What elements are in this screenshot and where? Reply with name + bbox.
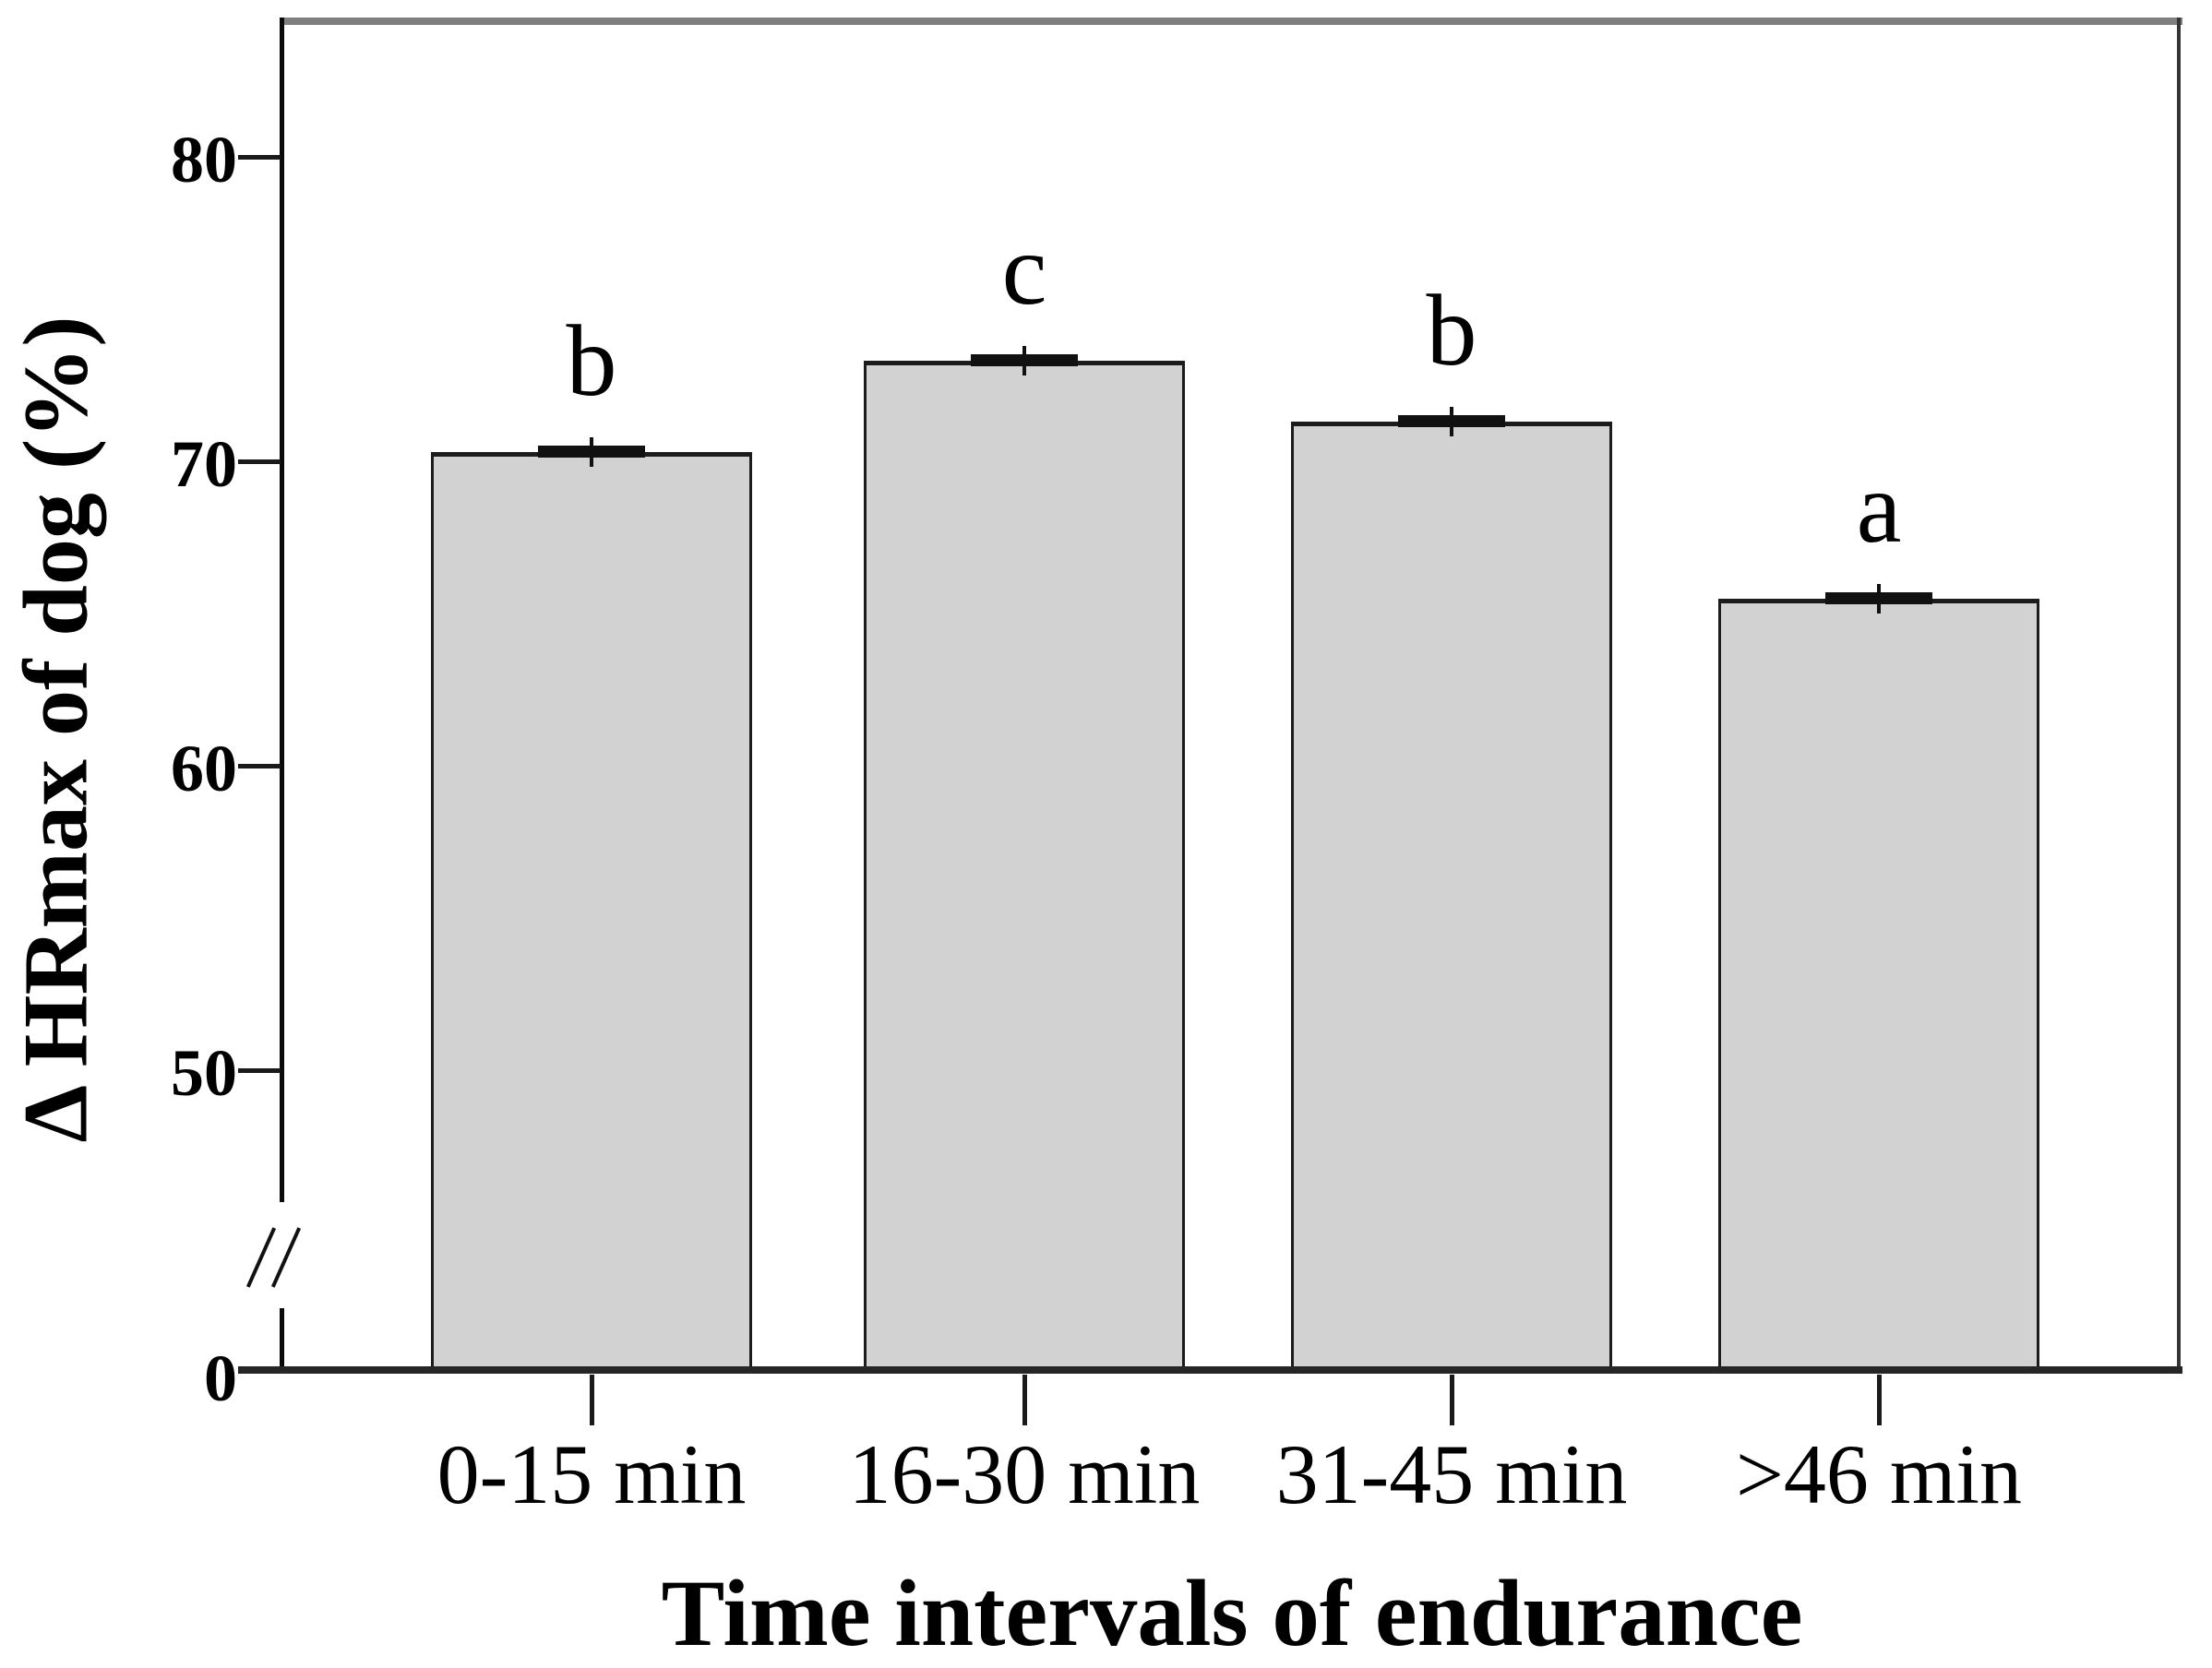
y-tick <box>238 459 281 464</box>
x-tick-label: 0-15 min <box>436 1427 747 1521</box>
y-axis-line-lower <box>280 1308 284 1373</box>
x-tick-label: 16-30 min <box>848 1427 1201 1521</box>
bar <box>864 361 1185 1373</box>
significance-letter: c <box>1001 213 1047 326</box>
y-tick <box>238 764 281 768</box>
y-axis-title: Δ HRmax of dog (%) <box>4 316 107 1143</box>
x-axis-baseline <box>238 1366 2182 1374</box>
significance-letter: a <box>1856 451 1902 564</box>
axis-break-slash-2 <box>270 1227 302 1288</box>
y-axis-line-upper <box>280 18 284 1202</box>
y-tick-label: 50 <box>171 1036 237 1110</box>
y-origin-label: 0 <box>204 1341 237 1415</box>
y-tick-label: 70 <box>171 427 237 501</box>
error-bar <box>1398 415 1505 427</box>
error-bar <box>538 446 645 458</box>
y-tick-label: 60 <box>171 732 237 805</box>
y-tick <box>238 1068 281 1073</box>
x-tick <box>1022 1375 1027 1425</box>
x-tick <box>1450 1375 1454 1425</box>
error-bar <box>971 354 1078 366</box>
plot-right-border <box>2177 18 2181 1373</box>
x-tick <box>1877 1375 1882 1425</box>
axis-break-slash-1 <box>245 1227 277 1288</box>
significance-letter: b <box>566 304 617 417</box>
x-tick-label: 31-45 min <box>1275 1427 1628 1521</box>
bar <box>1718 599 2039 1373</box>
bar <box>431 452 752 1373</box>
x-axis-title: Time intervals of endurance <box>661 1561 1803 1666</box>
error-bar <box>1825 592 1932 604</box>
significance-letter: b <box>1426 274 1477 387</box>
y-tick-label: 80 <box>171 123 237 197</box>
bar <box>1291 422 1612 1373</box>
plot-top-border <box>280 18 2182 25</box>
x-tick-label: >46 min <box>1735 1427 2022 1521</box>
y-tick <box>238 155 281 160</box>
x-tick <box>590 1375 594 1425</box>
